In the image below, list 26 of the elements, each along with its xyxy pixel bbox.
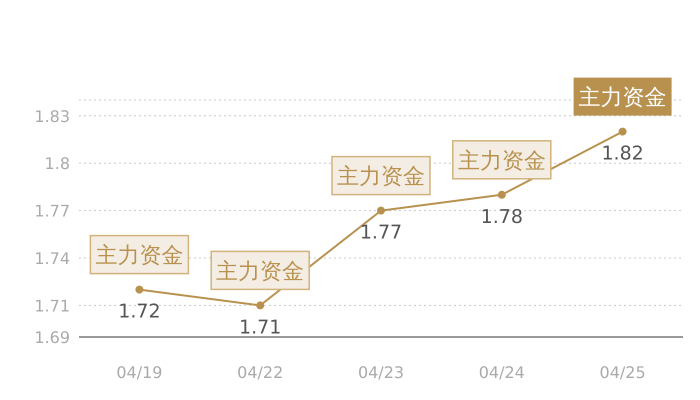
- y-tick-label: 1.83: [34, 106, 70, 126]
- annotation: 主力资金: [337, 164, 425, 190]
- point: [618, 128, 627, 136]
- point: [135, 286, 144, 294]
- annotation: 主力资金: [458, 148, 546, 174]
- x-tick-label: 04/22: [237, 363, 284, 382]
- y-tick-label: 1.71: [34, 296, 70, 316]
- y-tick-label: 1.77: [34, 202, 70, 221]
- annotation: 主力资金: [95, 244, 184, 269]
- data-label: 1.77: [360, 222, 402, 244]
- x-tick-label: 04/25: [600, 363, 646, 382]
- x-tick-label: 04/24: [478, 363, 525, 382]
- x-tick-label: 04/23: [358, 363, 404, 382]
- annotation: 主力资金: [216, 259, 304, 284]
- y-tick-label: 1.74: [34, 249, 70, 268]
- data-label: 1.71: [239, 316, 282, 338]
- data-label: 1.78: [480, 206, 523, 228]
- data-label: 1.82: [601, 142, 644, 165]
- y-tick-label: 1.8: [44, 154, 70, 174]
- point: [256, 301, 264, 310]
- annotation: 主力资金: [578, 86, 667, 111]
- y-tick-label: 1.69: [34, 328, 70, 347]
- point: [377, 206, 385, 215]
- point: [498, 190, 506, 199]
- x-tick-label: 04/19: [116, 363, 162, 382]
- data-label: 1.72: [118, 300, 161, 323]
